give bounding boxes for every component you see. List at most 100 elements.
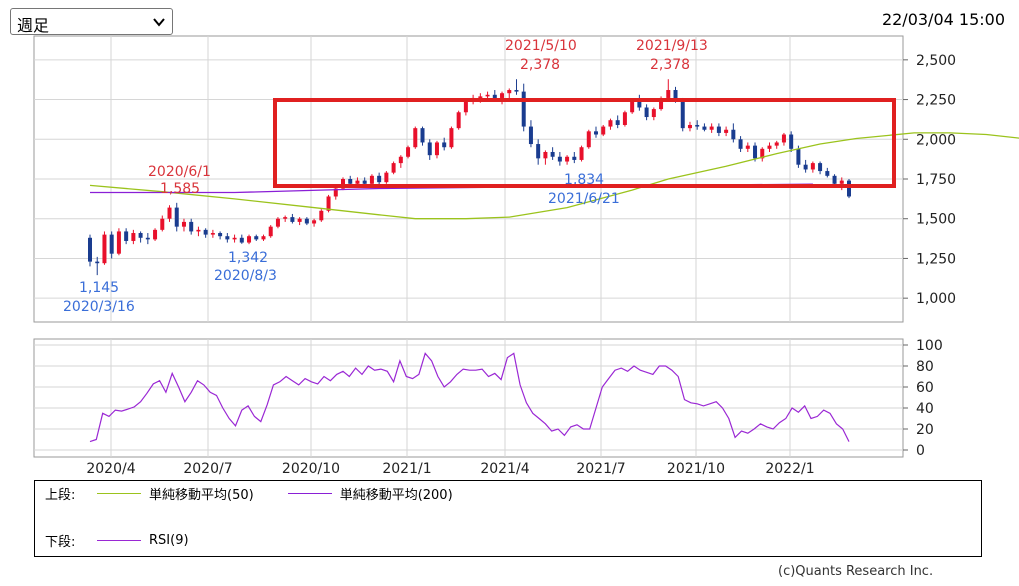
ma200-swatch [287,493,332,494]
candle-body [500,93,505,98]
candle-body [716,126,721,133]
candle-body [102,234,107,264]
price-annotation: 2,378 [650,57,690,73]
main-ytick-label: 2,500 [916,53,956,69]
candle-body [666,90,671,98]
legend-rsi: RSI(9) [97,533,189,548]
candle-body [283,217,288,219]
rsi-ytick-label: 40 [916,401,934,417]
candle-body [355,180,360,184]
legend-ma200-label: 単純移動平均(200) [339,488,453,503]
legend-ma200: 単純移動平均(200) [287,484,453,503]
candle-body [145,237,150,240]
candle-body [789,134,794,149]
candle-body [651,109,656,118]
candle-body [774,142,779,146]
candle-body [767,145,772,149]
candle-body [586,131,591,148]
xtick-label: 2021/4 [480,461,529,477]
candle-body [550,151,555,157]
candle-body [781,134,786,143]
candle-body [232,237,237,240]
candle-body [326,196,331,211]
candle-body [160,218,165,230]
candle-body [528,126,533,145]
candle-body [803,164,808,170]
candle-body [210,233,215,235]
highlight-box [273,98,896,188]
candle-body [398,156,403,164]
period-select[interactable]: 週足 [10,8,173,35]
candle-body [659,97,664,110]
candle-body [565,156,570,162]
candle-body [449,128,454,148]
candle-body [832,175,837,184]
candle-body [247,236,252,243]
candle-body [673,90,678,100]
candle-body [608,120,613,127]
main-ytick-label: 1,250 [916,251,956,267]
xtick-label: 2021/7 [576,461,625,477]
candle-body [138,233,143,238]
candle-body [818,163,823,172]
candle-body [724,129,729,133]
candle-body [406,147,411,157]
price-annotation: 1,342 [228,250,268,266]
candle-body [312,220,317,224]
rsi-panel-frame [33,338,904,458]
candle-body [275,218,280,227]
main-ytick-label: 2,250 [916,93,956,109]
candle-body [456,112,461,129]
candle-body [254,236,259,240]
rsi-ytick-label: 20 [916,422,934,438]
candle-body [203,229,208,235]
xtick-label: 2020/4 [86,461,135,477]
candle-body [738,139,743,149]
rsi-ytick-label: 100 [916,338,943,354]
candle-body [579,147,584,160]
candle-body [384,172,389,183]
candle-body [637,101,642,108]
candle-body [427,142,432,156]
period-select-value: 週足 [17,16,50,35]
candle-body [839,180,844,184]
xtick-label: 2022/1 [765,461,814,477]
candle-body [290,217,295,222]
candle-body [131,233,136,241]
candle-body [594,131,598,135]
rsi-ytick-label: 60 [916,380,934,396]
candle-body [687,124,692,129]
price-annotation: 2020/8/3 [214,268,277,284]
candle-body [268,226,273,237]
candle-body [796,148,801,165]
xtick-label: 2021/1 [382,461,431,477]
candle-body [218,233,223,237]
candle-body [709,126,714,130]
candle-body [753,145,758,159]
candle-body [463,101,468,113]
price-annotation: 2021/6/21 [548,191,620,207]
rsi-swatch [97,540,141,541]
candle-body [333,188,338,197]
legend-ma50-label: 単純移動平均(50) [149,488,254,503]
ma50-swatch [97,493,141,494]
price-annotation: 2,378 [520,57,560,73]
candle-body [485,94,490,97]
candle-body [644,107,649,118]
legend: 上段: 単純移動平均(50) 単純移動平均(200) 下段: RSI(9) [34,480,982,557]
price-annotation: 2021/5/10 [505,38,577,54]
candle-body [304,218,309,224]
candle-body [391,163,396,173]
candle-body [557,156,562,162]
candle-body [225,236,230,240]
rsi-ytick-label: 0 [916,443,925,459]
candle-body [181,221,186,227]
candle-body [319,210,324,221]
legend-upper-label: 上段: [45,488,76,503]
candle-body [810,163,815,170]
candle-body [369,175,374,184]
legend-lower-row: 下段: RSI(9) [45,531,223,550]
legend-upper-row: 上段: 単純移動平均(50) 単純移動平均(200) [45,484,487,503]
candle-body [622,112,627,125]
